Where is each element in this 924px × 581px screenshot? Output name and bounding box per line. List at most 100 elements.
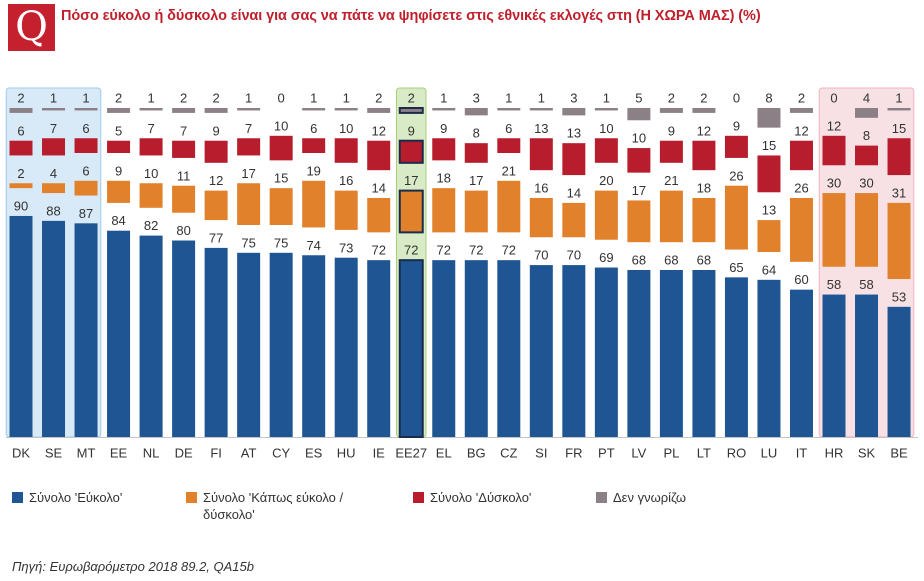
- bar-difficult-lu: [757, 155, 781, 193]
- value-label-easy-lt: 68: [697, 253, 711, 268]
- x-tick-label-mt: MT: [77, 446, 96, 461]
- legend-label-somewhat-easy-difficult: Σύνολο 'Κάπως εύκολο / δύσκολο': [203, 490, 344, 522]
- value-label-dont-know-fr: 3: [570, 91, 577, 106]
- bar-somewhat-easy-difficult-cy: [269, 188, 293, 225]
- bar-easy-at: [237, 252, 261, 437]
- value-label-easy-bg: 72: [469, 243, 483, 258]
- value-labels: 9026288471876618495282107180117277129275…: [14, 91, 907, 305]
- x-tick-label-ee27: EE27: [395, 446, 427, 461]
- value-label-somewhat-easy-difficult-si: 16: [534, 181, 548, 196]
- x-tick-label-pl: PL: [663, 446, 679, 461]
- value-label-somewhat-easy-difficult-pt: 20: [599, 173, 613, 188]
- bar-dont-know-fi: [204, 108, 228, 113]
- bar-difficult-at: [237, 138, 261, 156]
- value-label-easy-el: 72: [437, 243, 451, 258]
- bar-dont-know-dk: [9, 108, 33, 113]
- bar-somewhat-easy-difficult-pt: [594, 190, 618, 240]
- x-tick-label-cz: CZ: [500, 446, 517, 461]
- value-label-difficult-fr: 13: [567, 126, 581, 141]
- value-label-somewhat-easy-difficult-lt: 18: [697, 181, 711, 196]
- bar-dont-know-be: [887, 108, 911, 111]
- value-label-somewhat-easy-difficult-nl: 10: [144, 166, 158, 181]
- value-label-difficult-ee27: 9: [408, 123, 415, 138]
- value-label-dont-know-es: 1: [310, 91, 317, 106]
- bar-dont-know-sk: [855, 108, 879, 118]
- value-label-difficult-de: 7: [180, 123, 187, 138]
- bar-difficult-cy: [269, 135, 293, 161]
- bar-difficult-ro: [724, 135, 748, 158]
- x-tick-label-fi: FI: [210, 446, 222, 461]
- value-label-difficult-pt: 10: [599, 121, 613, 136]
- value-label-somewhat-easy-difficult-fi: 12: [209, 173, 223, 188]
- value-label-easy-mt: 87: [79, 206, 93, 221]
- value-label-dont-know-ee27: 2: [408, 91, 415, 106]
- bars: [9, 107, 911, 438]
- bar-difficult-mt: [74, 138, 98, 153]
- value-label-somewhat-easy-difficult-be: 31: [892, 185, 906, 200]
- value-label-dont-know-lv: 5: [635, 91, 642, 106]
- bar-somewhat-easy-difficult-ro: [724, 185, 748, 250]
- bar-easy-ro: [724, 277, 748, 437]
- bar-easy-it: [789, 289, 813, 437]
- value-label-easy-pt: 69: [599, 250, 613, 265]
- bar-difficult-fi: [204, 140, 228, 163]
- legend-swatch-difficult: [413, 492, 424, 503]
- bar-somewhat-easy-difficult-ee27: [398, 189, 424, 234]
- bar-dont-know-lv: [627, 108, 651, 121]
- value-label-somewhat-easy-difficult-ro: 26: [729, 168, 743, 183]
- value-label-somewhat-easy-difficult-ee: 9: [115, 163, 122, 178]
- x-tick-label-de: DE: [175, 446, 193, 461]
- x-axis: DK SE MT EE NL DE FI AT CY ES HU IE EE27 EL BG CZ SI FR PT…: [6, 437, 918, 461]
- value-label-easy-dk: 90: [14, 199, 28, 214]
- value-label-dont-know-cy: 0: [278, 91, 285, 106]
- bar-easy-mt: [74, 223, 98, 437]
- bar-difficult-es: [302, 138, 326, 153]
- value-label-difficult-sk: 8: [863, 128, 870, 143]
- x-tick-label-hu: HU: [337, 446, 356, 461]
- value-label-somewhat-easy-difficult-ee27: 17: [404, 173, 418, 188]
- value-label-somewhat-easy-difficult-cz: 21: [502, 163, 516, 178]
- value-label-somewhat-easy-difficult-fr: 14: [567, 185, 581, 200]
- value-label-difficult-lv: 10: [632, 131, 646, 146]
- bar-somewhat-easy-difficult-fr: [562, 202, 586, 238]
- legend-swatch-dont-know: [596, 492, 607, 503]
- x-tick-label-es: ES: [305, 446, 323, 461]
- q-logo-icon: Q: [8, 4, 55, 51]
- value-label-difficult-es: 6: [310, 121, 317, 136]
- bar-dont-know-at: [237, 108, 261, 111]
- value-label-difficult-cy: 10: [274, 118, 288, 133]
- bar-somewhat-easy-difficult-bg: [464, 190, 488, 233]
- value-label-somewhat-easy-difficult-es: 19: [306, 163, 320, 178]
- bar-difficult-dk: [9, 140, 33, 156]
- bar-somewhat-easy-difficult-hu: [334, 190, 358, 230]
- legend-label-easy: Σύνολο 'Εύκολο': [29, 490, 123, 505]
- legend: Σύνολο 'Εύκολο' Σύνολο 'Κάπως εύκολο / δ…: [0, 489, 924, 533]
- value-label-dont-know-mt: 1: [82, 91, 89, 106]
- value-label-somewhat-easy-difficult-ie: 14: [371, 181, 385, 196]
- value-label-dont-know-ie: 2: [375, 91, 382, 106]
- value-label-difficult-lu: 15: [762, 138, 776, 153]
- bar-somewhat-easy-difficult-lu: [757, 220, 781, 253]
- bar-somewhat-easy-difficult-sk: [855, 193, 879, 267]
- bar-difficult-cz: [497, 138, 521, 153]
- bar-easy-cy: [269, 252, 293, 437]
- value-label-difficult-be: 15: [892, 121, 906, 136]
- value-label-dont-know-ee: 2: [115, 91, 122, 106]
- x-tick-label-be: BE: [890, 446, 908, 461]
- bar-somewhat-easy-difficult-lv: [627, 200, 651, 243]
- bar-dont-know-es: [302, 108, 326, 111]
- bar-somewhat-easy-difficult-cz: [497, 180, 521, 233]
- value-label-difficult-si: 13: [534, 121, 548, 136]
- value-label-somewhat-easy-difficult-hr: 30: [827, 176, 841, 191]
- value-label-easy-se: 88: [46, 203, 60, 218]
- legend-item-difficult: Σύνολο 'Δύσκολο': [413, 489, 531, 506]
- legend-swatch-easy: [12, 492, 23, 503]
- bar-difficult-pt: [594, 138, 618, 163]
- x-tick-label-it: IT: [796, 446, 808, 461]
- x-tick-label-pt: PT: [598, 446, 615, 461]
- bar-difficult-lt: [692, 140, 716, 171]
- bar-dont-know-pt: [594, 108, 618, 111]
- bar-somewhat-easy-difficult-si: [529, 197, 553, 238]
- value-label-dont-know-hu: 1: [343, 91, 350, 106]
- value-label-difficult-fi: 9: [213, 123, 220, 138]
